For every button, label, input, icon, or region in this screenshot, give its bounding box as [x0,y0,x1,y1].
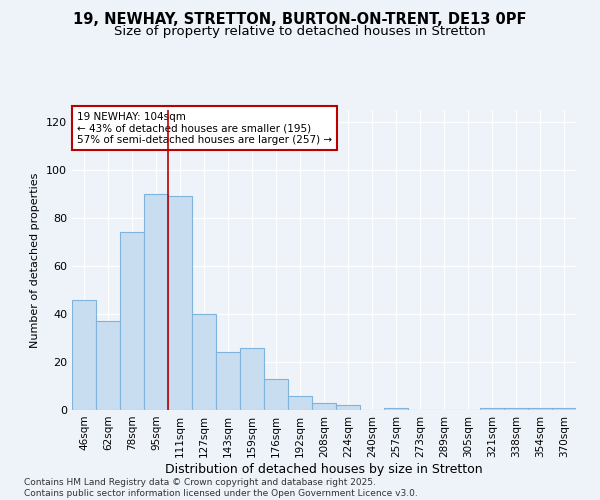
Bar [96,321,120,410]
Bar [120,232,144,410]
Text: Contains HM Land Registry data © Crown copyright and database right 2025.
Contai: Contains HM Land Registry data © Crown c… [24,478,418,498]
Bar [288,396,312,410]
Bar [312,403,336,410]
Bar [480,408,504,410]
Bar [240,348,264,410]
Text: Size of property relative to detached houses in Stretton: Size of property relative to detached ho… [114,25,486,38]
Text: 19 NEWHAY: 104sqm
← 43% of detached houses are smaller (195)
57% of semi-detache: 19 NEWHAY: 104sqm ← 43% of detached hous… [77,112,332,144]
Bar [504,408,528,410]
Bar [72,300,96,410]
Bar [192,314,216,410]
Bar [264,379,288,410]
Bar [168,196,192,410]
X-axis label: Distribution of detached houses by size in Stretton: Distribution of detached houses by size … [165,462,483,475]
Y-axis label: Number of detached properties: Number of detached properties [31,172,40,348]
Text: 19, NEWHAY, STRETTON, BURTON-ON-TRENT, DE13 0PF: 19, NEWHAY, STRETTON, BURTON-ON-TRENT, D… [73,12,527,28]
Bar [336,405,360,410]
Bar [528,408,552,410]
Bar [216,352,240,410]
Bar [552,408,576,410]
Bar [384,408,408,410]
Bar [144,194,168,410]
